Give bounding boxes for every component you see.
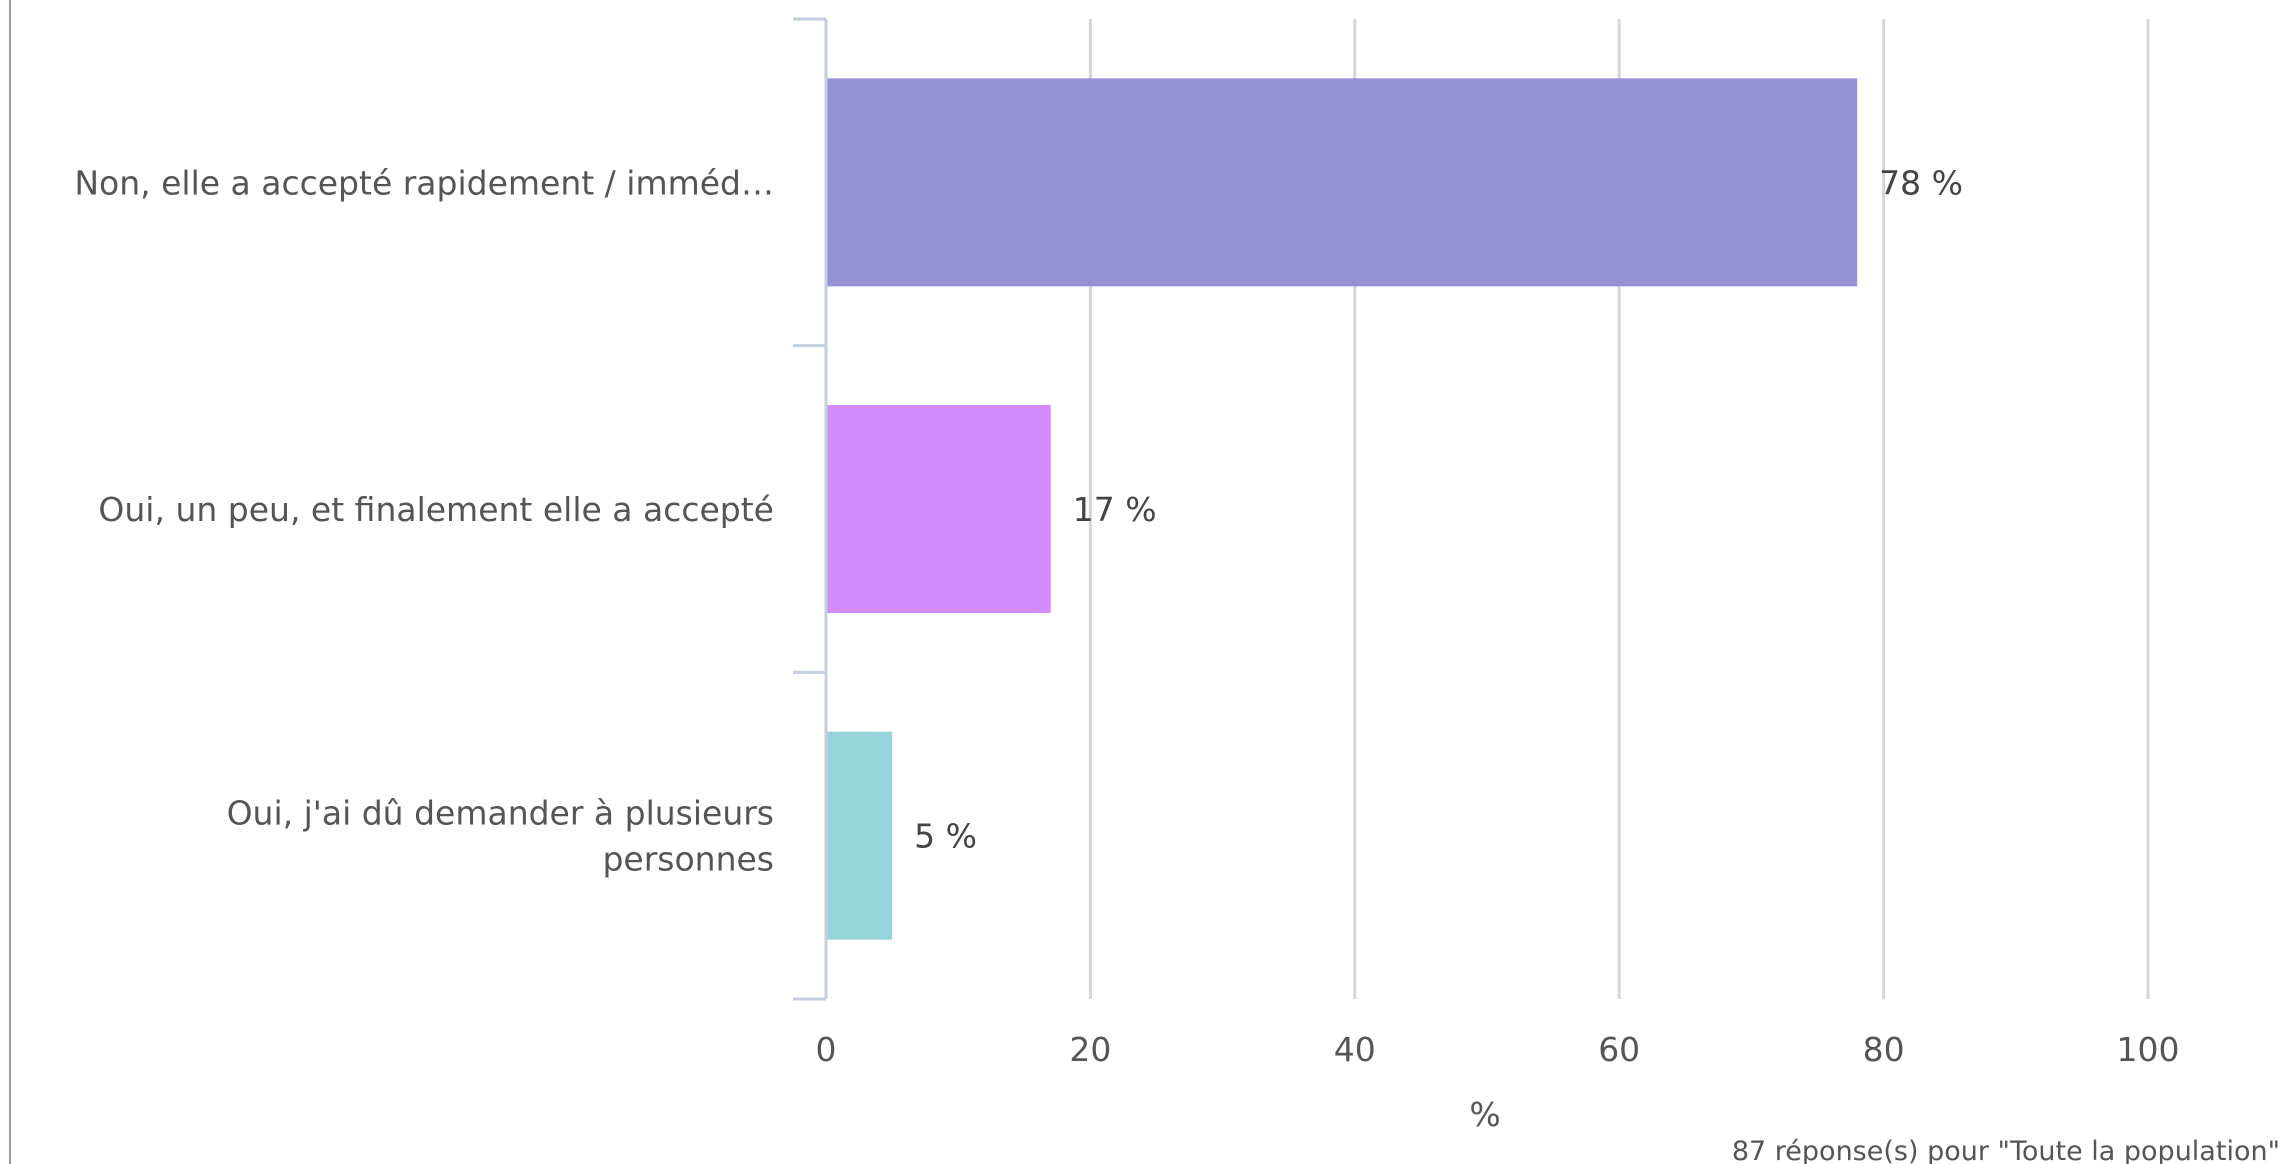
x-axis-title: % bbox=[1469, 1095, 1500, 1134]
value-label: 5 % bbox=[914, 817, 977, 856]
bar bbox=[826, 731, 893, 940]
bar bbox=[826, 78, 1858, 287]
value-label: 17 % bbox=[1073, 490, 1157, 529]
category-label: Oui, un peu, et finalement elle a accept… bbox=[98, 490, 774, 529]
category-label: Non, elle a accepté rapidement / imméd… bbox=[74, 163, 774, 202]
labels: 0 20 40 60 80 100 78 % Non, elle a accepté rapi… bbox=[74, 163, 2179, 1069]
response-count-footnote: 87 réponse(s) pour "Toute la population" bbox=[1732, 1136, 2280, 1164]
value-label: 78 % bbox=[1879, 163, 1963, 202]
x-tick-label: 0 bbox=[816, 1030, 837, 1069]
x-tick-label: 40 bbox=[1334, 1030, 1376, 1069]
x-tick-label: 100 bbox=[2117, 1030, 2180, 1069]
x-tick-label: 80 bbox=[1863, 1030, 1905, 1069]
x-tick-label: 60 bbox=[1598, 1030, 1640, 1069]
category-axis bbox=[793, 17, 828, 1001]
category-label: Oui, j'ai dû demander à plusieurs personn… bbox=[227, 794, 774, 879]
bar bbox=[826, 405, 1051, 613]
bars bbox=[826, 78, 1858, 940]
x-tick-label: 20 bbox=[1069, 1030, 1111, 1069]
